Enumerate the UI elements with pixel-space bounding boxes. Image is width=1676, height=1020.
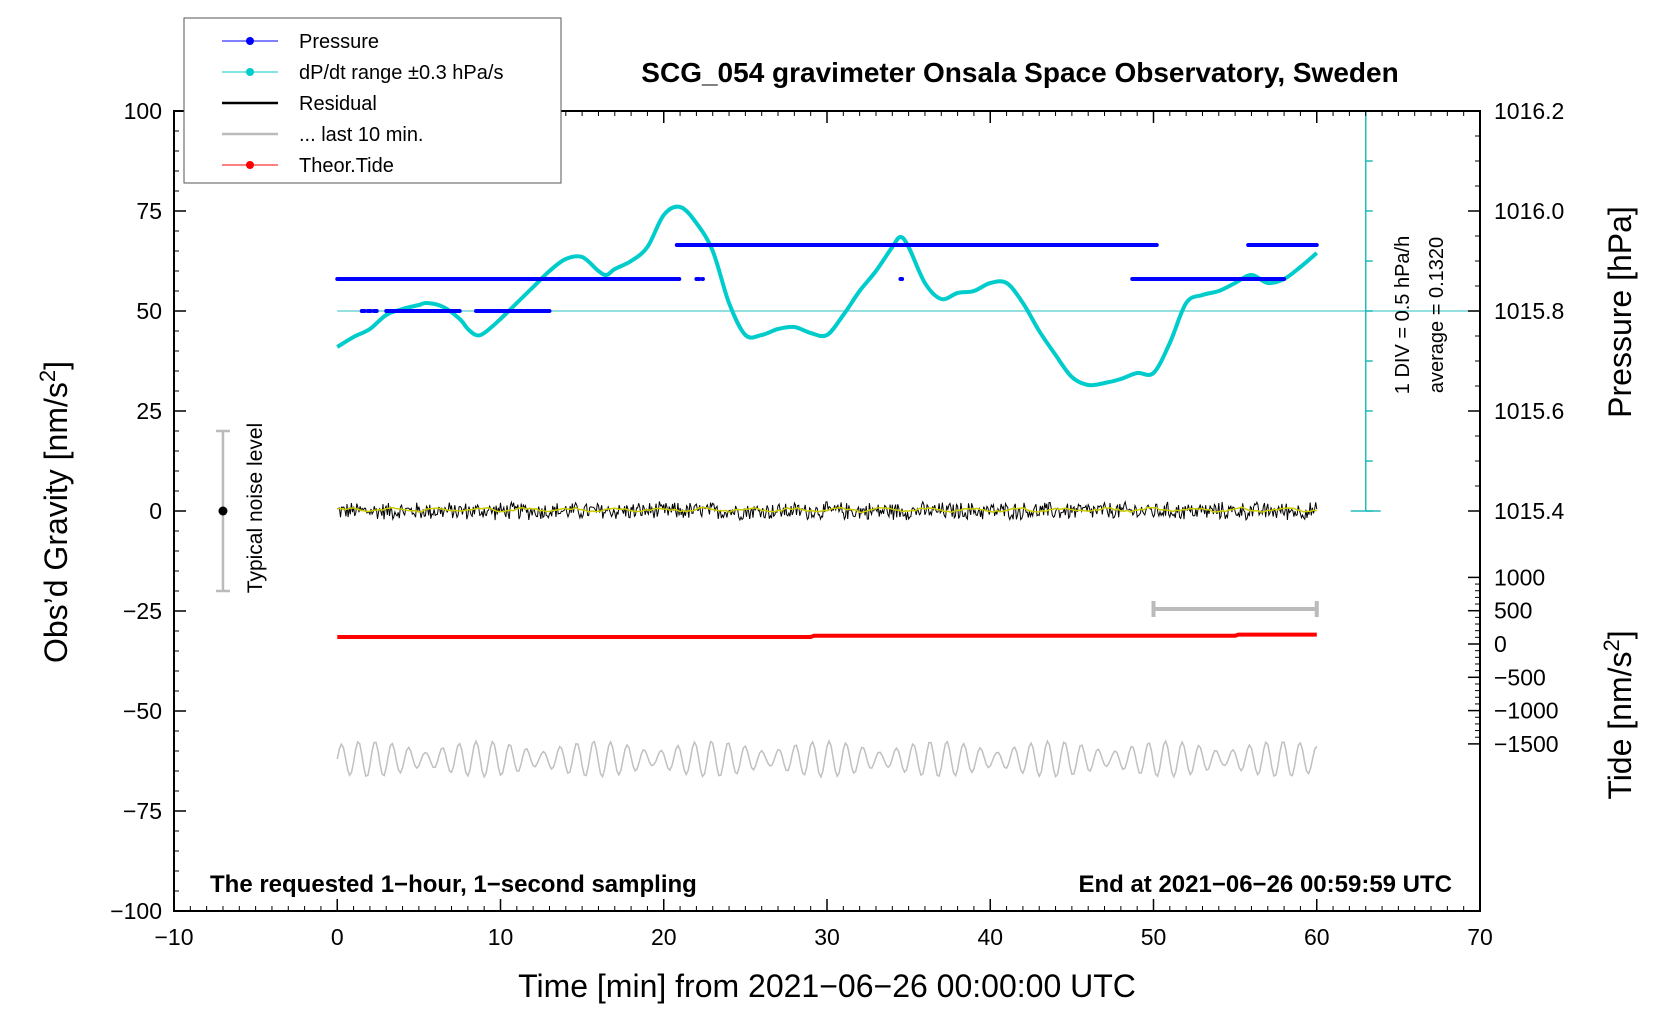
y-tick-label: 0 — [149, 498, 162, 524]
pressure-tick-label: 1015.4 — [1494, 498, 1565, 524]
residual-series-line — [337, 500, 1318, 522]
y-axis-label-tide: Tide [nm/s2] — [1599, 630, 1638, 799]
y-axis-label-tide-sup: 2 — [1599, 639, 1624, 651]
y-tick-label: 75 — [136, 198, 162, 224]
noise-bar-center-dot — [218, 506, 228, 516]
x-tick-label: 30 — [814, 924, 840, 950]
tide-tick-label: −1500 — [1494, 731, 1559, 757]
y-axis-pressure: 1016.2 1016.0 1015.8 1015.6 1015.4 — [1468, 98, 1565, 524]
legend-label: dP/dt range ±0.3 hPa/s — [299, 62, 503, 84]
legend-label: Residual — [299, 93, 377, 115]
legend-swatch-dot — [246, 68, 254, 76]
chart-title: SCG_054 gravimeter Onsala Space Observat… — [641, 57, 1398, 88]
y-axis-label-tide-end: ] — [1602, 630, 1638, 639]
y-tick-label: 100 — [124, 98, 162, 124]
tide-tick-label: 1000 — [1494, 564, 1545, 590]
x-axis-label: Time [min] from 2021−06−26 00:00:00 UTC — [518, 968, 1136, 1004]
y-axis-tide: 1000 500 0 −500 −1000 −1500 — [1468, 564, 1559, 757]
residual-last-10-min-line — [336, 739, 1318, 779]
x-tick-label: 70 — [1467, 924, 1493, 950]
x-tick-label: 50 — [1141, 924, 1167, 950]
annotation-bottom-right: End at 2021−06−26 00:59:59 UTC — [1078, 871, 1452, 898]
legend-swatch-dot — [246, 161, 254, 169]
y-axis-label-gravity-sup: 2 — [35, 370, 60, 382]
legend-label: ... last 10 min. — [299, 124, 424, 146]
pressure-scale-label-avg: average = 0.1320 — [1426, 237, 1448, 393]
x-tick-label: 20 — [651, 924, 677, 950]
x-tick-label: 60 — [1304, 924, 1330, 950]
tide-tick-label: 500 — [1494, 598, 1532, 624]
y-tick-label: 50 — [136, 298, 162, 324]
y-axis-label-pressure: Pressure [hPa] — [1602, 206, 1638, 418]
y-axis-label-gravity-end: ] — [38, 361, 74, 370]
pressure-tick-label: 1016.0 — [1494, 198, 1564, 224]
y-tick-label: −75 — [123, 798, 162, 824]
y-axis-label-tide-text: Tide [nm/s — [1602, 651, 1638, 799]
y-axis-gravity: 100 75 50 25 0 −25 −50 −75 −100 — [110, 98, 186, 924]
legend-label: Theor.Tide — [299, 155, 394, 177]
x-tick-label: 10 — [488, 924, 514, 950]
noise-level-label: Typical noise level — [244, 423, 267, 593]
tide-tick-label: −1000 — [1494, 698, 1559, 724]
residual-smoothed-line — [337, 506, 1317, 514]
legend-swatch-dot — [246, 37, 254, 45]
legend-items: Pressure dP/dt range ±0.3 hPa/s Residual..… — [222, 31, 503, 177]
y-tick-label: 25 — [136, 398, 162, 424]
pressure-tick-label: 1015.6 — [1494, 398, 1564, 424]
tide-tick-label: −500 — [1494, 664, 1546, 690]
dpdt-series-line — [336, 204, 1319, 388]
y-tick-label: −50 — [123, 698, 162, 724]
pressure-tick-label: 1016.2 — [1494, 98, 1564, 124]
y-tick-label: −100 — [110, 898, 162, 924]
data-layer — [215, 110, 1480, 779]
annotation-bottom-left: The requested 1−hour, 1−second sampling — [210, 871, 697, 898]
y-tick-label: −25 — [123, 598, 162, 624]
tide-tick-label: 0 — [1494, 631, 1507, 657]
legend: Pressure dP/dt range ±0.3 hPa/s Residual..… — [183, 17, 562, 184]
pressure-scale-label-div: 1 DIV = 0.5 hPa/h — [1392, 236, 1414, 394]
pressure-tick-label: 1015.8 — [1494, 298, 1564, 324]
legend-label: Pressure — [299, 31, 379, 53]
x-tick-label: 40 — [977, 924, 1003, 950]
x-tick-label: −10 — [154, 924, 193, 950]
legend-box — [183, 17, 562, 184]
theoretical-tide-line — [337, 632, 1317, 639]
y-axis-label-gravity: Obs’d Gravity [nm/s2] — [35, 361, 74, 663]
y-axis-label-gravity-text: Obs’d Gravity [nm/s — [38, 382, 74, 663]
x-tick-label: 0 — [331, 924, 344, 950]
